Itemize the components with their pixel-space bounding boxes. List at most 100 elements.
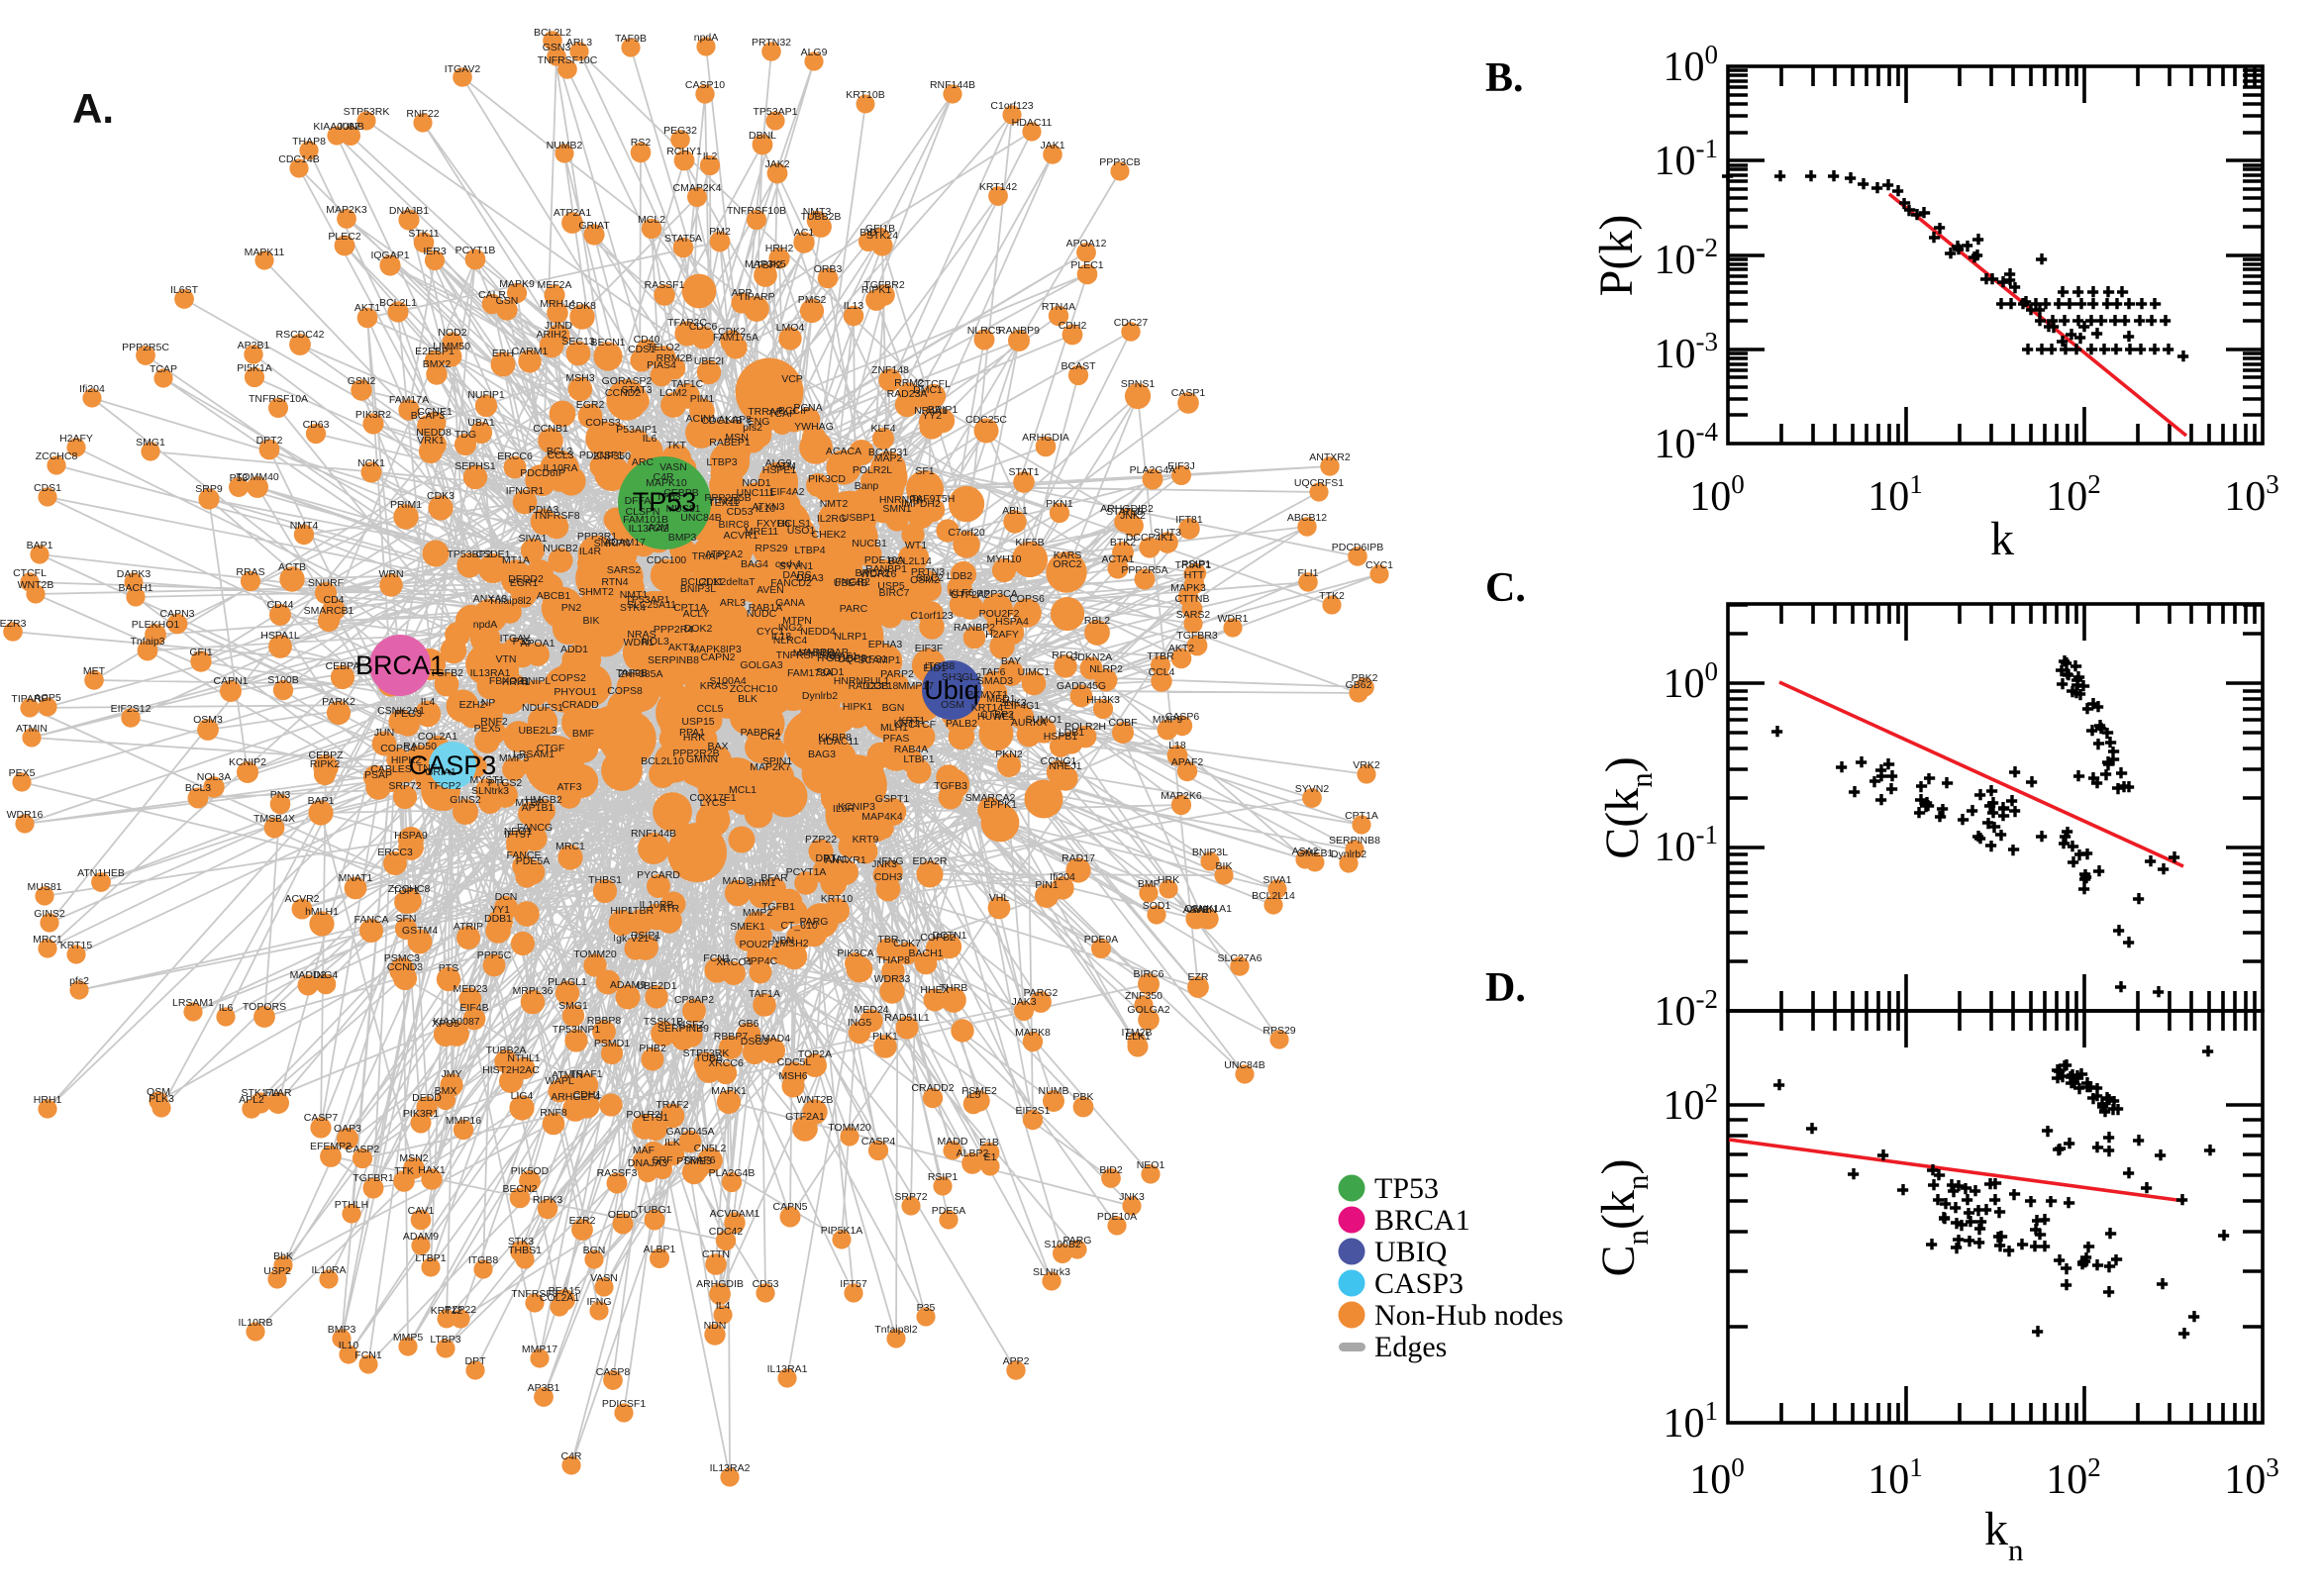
svg-text:BCCIP: BCCIP	[778, 405, 810, 417]
svg-text:hMLH1: hMLH1	[305, 906, 339, 918]
svg-text:Tnfaip8l2: Tnfaip8l2	[488, 595, 531, 607]
svg-text:TNFRSF10B: TNFRSF10B	[727, 205, 786, 217]
svg-text:PFAS: PFAS	[883, 733, 910, 745]
svg-text:MMP5: MMP5	[499, 752, 529, 764]
svg-text:TNFRSF10C: TNFRSF10C	[538, 54, 598, 66]
svg-text:BAX: BAX	[707, 741, 728, 752]
svg-text:BRIP1: BRIP1	[928, 404, 959, 416]
svg-text:ZCCHC8: ZCCHC8	[36, 450, 78, 462]
svg-text:LTBP3: LTBP3	[706, 456, 737, 468]
svg-text:PPP2R4: PPP2R4	[654, 624, 693, 636]
svg-text:EPHA3: EPHA3	[868, 639, 903, 650]
svg-text:MRC1: MRC1	[556, 841, 585, 852]
svg-text:CD53: CD53	[753, 1278, 779, 1290]
svg-text:C1orf123: C1orf123	[990, 100, 1033, 112]
svg-text:MAPK9: MAPK9	[499, 278, 535, 290]
svg-text:ARC: ARC	[632, 456, 655, 468]
svg-text:FXYD6: FXYD6	[757, 518, 790, 530]
svg-text:TOP2A: TOP2A	[798, 1048, 832, 1060]
svg-text:STP53RK: STP53RK	[344, 106, 390, 118]
svg-text:ARHGDIB2: ARHGDIB2	[1100, 503, 1154, 515]
svg-text:ATP2A1: ATP2A1	[554, 207, 591, 219]
svg-text:MTBP: MTBP	[515, 797, 544, 809]
svg-text:pfs2: pfs2	[69, 975, 89, 987]
svg-text:ZCCHC10: ZCCHC10	[730, 683, 778, 695]
svg-text:RASSF1: RASSF1	[645, 279, 685, 291]
svg-text:HRH1: HRH1	[34, 1094, 62, 1106]
svg-text:CDKN2A: CDKN2A	[1070, 651, 1113, 663]
svg-text:RANBP9: RANBP9	[998, 325, 1040, 337]
svg-text:CTTNB: CTTNB	[1175, 593, 1210, 605]
svg-text:RANBP2: RANBP2	[954, 622, 995, 634]
svg-text:BMF: BMF	[572, 728, 594, 740]
svg-text:TIPARP: TIPARP	[738, 291, 774, 303]
svg-text:IL4: IL4	[421, 696, 436, 708]
svg-text:BID: BID	[859, 227, 877, 239]
svg-text:BIRC6: BIRC6	[1134, 968, 1164, 980]
svg-text:BID2: BID2	[1099, 1164, 1123, 1176]
svg-text:RSCDC42: RSCDC42	[275, 329, 324, 341]
svg-text:ZNF385A: ZNF385A	[619, 668, 663, 680]
svg-text:TRIAP1: TRIAP1	[1175, 559, 1212, 571]
svg-text:RIPK3: RIPK3	[533, 1194, 563, 1206]
svg-text:CEBPA: CEBPA	[326, 660, 360, 672]
svg-text:ITGB8: ITGB8	[925, 660, 956, 672]
svg-text:UNC84B: UNC84B	[680, 512, 721, 524]
svg-text:EZR3: EZR3	[0, 618, 27, 630]
svg-text:UIMC1: UIMC1	[1018, 666, 1051, 678]
svg-text:PDCD6IP: PDCD6IP	[520, 467, 565, 479]
svg-text:PN3: PN3	[270, 789, 291, 801]
svg-text:PPP2R5C: PPP2R5C	[122, 342, 169, 353]
svg-text:PDCD6IPB: PDCD6IPB	[1332, 542, 1384, 553]
svg-text:MCL2: MCL2	[638, 214, 665, 226]
svg-text:SERPINB8: SERPINB8	[648, 654, 699, 666]
svg-text:ENG: ENG	[748, 416, 770, 428]
svg-text:HSPA9: HSPA9	[394, 830, 428, 842]
svg-text:TTK: TTK	[394, 1165, 414, 1177]
svg-text:NDN: NDN	[704, 1320, 727, 1332]
svg-text:APAF2: APAF2	[1171, 756, 1204, 768]
svg-text:APP: APP	[731, 287, 752, 299]
svg-text:NLRP2: NLRP2	[1089, 663, 1123, 675]
svg-text:NDUFS1: NDUFS1	[522, 702, 563, 714]
svg-text:FAM173A: FAM173A	[787, 667, 833, 679]
svg-text:BCL2L14: BCL2L14	[888, 555, 932, 567]
svg-text:ALBP2: ALBP2	[957, 1147, 989, 1159]
svg-text:ATF3: ATF3	[557, 781, 582, 793]
svg-text:Tnfaip3: Tnfaip3	[130, 636, 164, 648]
svg-text:FLI1: FLI1	[1297, 567, 1318, 579]
svg-text:IL4: IL4	[716, 1300, 731, 1312]
svg-text:ITM2B: ITM2B	[710, 495, 741, 507]
svg-text:CP8AP2: CP8AP2	[674, 994, 714, 1006]
svg-text:ARHGDIA: ARHGDIA	[1022, 432, 1069, 444]
svg-text:MSN: MSN	[725, 432, 748, 444]
svg-text:MADD: MADD	[723, 875, 754, 887]
svg-text:DEDD: DEDD	[412, 1092, 442, 1104]
svg-text:TGFB2: TGFB2	[430, 667, 463, 679]
svg-text:MED24: MED24	[854, 1004, 888, 1016]
svg-text:TOP1: TOP1	[392, 885, 419, 897]
svg-text:ARIH2: ARIH2	[537, 329, 567, 341]
svg-text:IL10: IL10	[756, 503, 776, 515]
svg-text:POLR2H: POLR2H	[1064, 721, 1106, 733]
svg-text:PDICSF1: PDICSF1	[579, 449, 624, 461]
svg-text:DFFA: DFFA	[625, 495, 652, 507]
svg-text:CD53: CD53	[727, 506, 754, 518]
svg-text:ATMIN: ATMIN	[16, 723, 48, 735]
svg-text:MADD: MADD	[938, 1136, 968, 1147]
svg-text:OSM: OSM	[941, 699, 964, 711]
svg-text:TAF6: TAF6	[981, 666, 1006, 678]
svg-text:COPS2: COPS2	[551, 672, 586, 684]
svg-text:MAPK11: MAPK11	[245, 247, 285, 258]
svg-text:PDIA3: PDIA3	[529, 504, 559, 516]
svg-text:KRT10: KRT10	[821, 893, 854, 905]
svg-text:RAD23A: RAD23A	[887, 388, 928, 400]
svg-text:CTGF: CTGF	[537, 743, 565, 754]
svg-text:MET: MET	[83, 665, 106, 677]
svg-text:P35: P35	[917, 1302, 936, 1314]
svg-text:ACLY: ACLY	[683, 608, 710, 620]
svg-text:MAP2: MAP2	[874, 452, 903, 464]
svg-text:SMG1: SMG1	[558, 1000, 588, 1012]
svg-text:ASA1: ASA1	[1183, 904, 1210, 916]
svg-text:ASA2: ASA2	[1292, 846, 1319, 857]
